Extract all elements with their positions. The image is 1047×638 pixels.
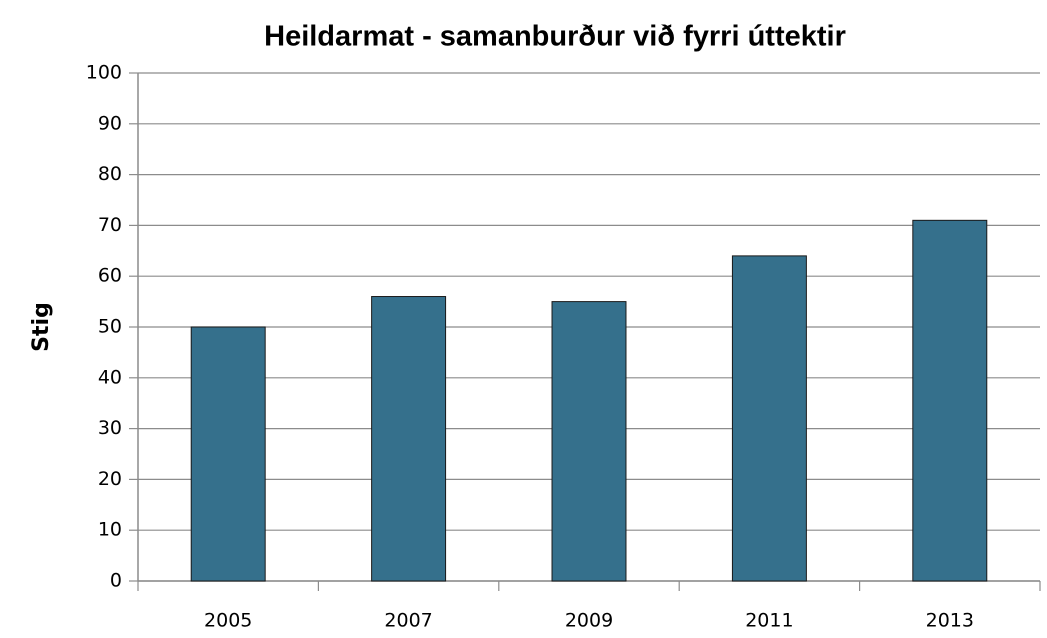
y-tick-label: 70 (98, 214, 122, 236)
x-tick-label: 2009 (565, 610, 613, 632)
y-tick-label: 0 (110, 570, 122, 592)
y-tick-label: 40 (98, 366, 122, 388)
x-tick-label: 2005 (204, 610, 252, 632)
bar (912, 219, 988, 582)
bar (551, 301, 627, 582)
y-tick-label: 30 (98, 417, 122, 439)
bar (371, 296, 447, 582)
y-tick-label: 60 (98, 265, 122, 287)
bar (190, 326, 266, 582)
y-tick-label: 90 (98, 112, 122, 134)
y-tick-label: 20 (98, 468, 122, 490)
x-tick-label: 2011 (745, 610, 793, 632)
y-tick-label: 80 (98, 163, 122, 185)
y-tick-label: 10 (98, 519, 122, 541)
x-tick-label: 2013 (926, 610, 974, 632)
y-tick-label: 100 (86, 62, 122, 84)
chart-title: Heildarmat - samanburður við fyrri úttek… (264, 21, 846, 53)
y-axis-label: Stig (29, 302, 54, 352)
bar (731, 255, 807, 582)
x-tick-label: 2007 (384, 610, 432, 632)
y-tick-label: 50 (98, 316, 122, 338)
